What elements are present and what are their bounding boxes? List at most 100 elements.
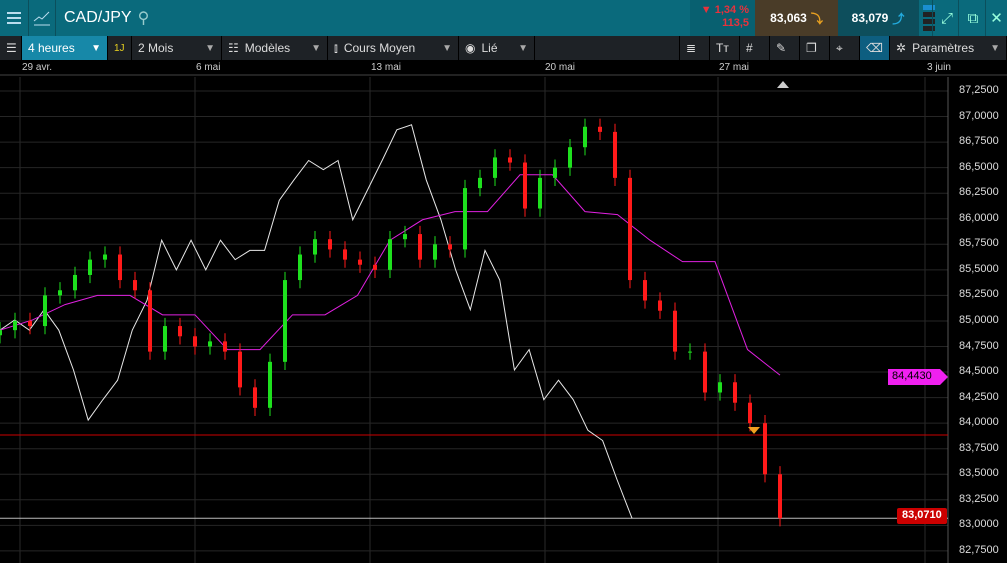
candle-body bbox=[493, 157, 497, 178]
candle-body bbox=[208, 341, 212, 347]
candle-body bbox=[763, 423, 767, 475]
templates-select[interactable]: ☷ Modèles ▼ bbox=[222, 36, 328, 60]
scale-icon[interactable]: ≣ bbox=[680, 36, 710, 60]
price-axis-label: 83,5000 bbox=[959, 467, 999, 480]
price-axis-label: 83,0000 bbox=[959, 518, 999, 531]
candle-body bbox=[778, 474, 782, 519]
compare-series-line bbox=[0, 124, 633, 519]
gear-icon: ✲ bbox=[896, 41, 907, 55]
candle-body bbox=[163, 326, 167, 352]
candle-body bbox=[103, 254, 107, 260]
candle-body bbox=[658, 300, 662, 311]
layout-icon[interactable] bbox=[918, 0, 938, 36]
date-label: 13 mai bbox=[371, 62, 402, 73]
candle-body bbox=[673, 310, 677, 352]
candle-body bbox=[538, 177, 542, 209]
price-axis-label: 84,2500 bbox=[959, 390, 999, 403]
sliders-icon: ☷ bbox=[228, 41, 239, 55]
chart-toolbar: ☰ 4 heures ▼ 1J 2 Mois ▼ ☷ Modèles ▼ ⫾ Cours … bbox=[0, 36, 1007, 60]
quick-1j-button[interactable]: 1J bbox=[108, 36, 132, 60]
candle-body bbox=[373, 264, 377, 270]
range-select[interactable]: 2 Mois ▼ bbox=[132, 36, 222, 60]
candle-body bbox=[448, 244, 452, 250]
candle-body bbox=[13, 320, 17, 331]
eye-icon: ◉ bbox=[465, 41, 476, 55]
date-label: 20 mai bbox=[545, 62, 576, 73]
candle-body bbox=[418, 234, 422, 260]
candle-body bbox=[238, 351, 242, 388]
candle-body bbox=[28, 320, 32, 327]
price-axis-label: 87,0000 bbox=[959, 109, 999, 122]
candle-body bbox=[403, 234, 407, 240]
candle-body bbox=[733, 382, 737, 403]
last-price-badge: 83,0710 bbox=[897, 508, 947, 524]
candle-body bbox=[133, 280, 137, 291]
candles-icon: ⫾ bbox=[334, 40, 338, 55]
candle-body bbox=[178, 326, 182, 337]
search-icon[interactable]: ⚲ bbox=[137, 10, 150, 27]
crosshair-icon[interactable]: ⌖ bbox=[830, 36, 860, 60]
grid-icon[interactable]: # bbox=[740, 36, 770, 60]
price-axis-label: 85,5000 bbox=[959, 262, 999, 275]
candle-body bbox=[703, 351, 707, 393]
candle-body bbox=[328, 239, 332, 250]
down-triangle-icon: ▼ bbox=[700, 4, 715, 16]
candle-body bbox=[253, 387, 257, 408]
candle-body bbox=[223, 341, 227, 352]
candle-body bbox=[298, 254, 302, 281]
linked-select[interactable]: ◉ Lié ▼ bbox=[459, 36, 535, 60]
change-points: 113,5 bbox=[722, 17, 749, 29]
candle-body bbox=[148, 290, 152, 352]
interval-select[interactable]: 4 heures ▼ bbox=[22, 36, 108, 60]
date-label: 27 mai bbox=[719, 62, 750, 73]
date-label: 29 avr. bbox=[22, 62, 53, 73]
price-axis-label: 85,0000 bbox=[959, 313, 999, 326]
arrow-down-icon: ⤵ bbox=[810, 11, 823, 26]
price-axis-label: 84,5000 bbox=[959, 365, 999, 378]
candle-body bbox=[748, 402, 752, 424]
indicator-select[interactable]: ⫾ Cours Moyen ▼ bbox=[328, 36, 459, 60]
candle-body bbox=[343, 249, 347, 260]
candle-body bbox=[583, 126, 587, 148]
draw-icon[interactable]: ✎ bbox=[770, 36, 800, 60]
list-icon[interactable]: ☰ bbox=[0, 36, 22, 60]
price-axis-label: 87,2500 bbox=[959, 84, 999, 96]
candle-body bbox=[313, 239, 317, 255]
price-axis-label: 83,7500 bbox=[959, 441, 999, 454]
candle-body bbox=[598, 126, 602, 132]
change-pct: ▼ 1,34 % bbox=[700, 4, 749, 16]
candle-body bbox=[88, 259, 92, 275]
close-icon[interactable]: ✕ bbox=[985, 0, 1007, 36]
ask-price-button[interactable]: 83,079 ⤴ bbox=[838, 0, 918, 36]
candle-body bbox=[568, 147, 572, 168]
scroll-handle-icon bbox=[777, 81, 789, 88]
change-display: ▼ 1,34 % 113,5 bbox=[690, 0, 755, 36]
candle-body bbox=[463, 188, 467, 250]
bid-price-button[interactable]: 83,063 ⤵ bbox=[755, 0, 838, 36]
popout-icon[interactable]: ⧉ bbox=[958, 0, 987, 36]
candle-body bbox=[718, 382, 722, 393]
price-axis-label: 86,0000 bbox=[959, 211, 999, 224]
symbol-title[interactable]: CAD/JPY bbox=[64, 9, 132, 26]
candle-body bbox=[268, 361, 272, 408]
price-axis-label: 86,5000 bbox=[959, 160, 999, 173]
price-axis-label: 82,7500 bbox=[959, 543, 999, 556]
price-axis-label: 85,7500 bbox=[959, 237, 999, 250]
label-icon[interactable]: ⌫ bbox=[860, 36, 890, 60]
candle-body bbox=[58, 290, 62, 296]
candle-body bbox=[118, 254, 122, 281]
menu-icon[interactable] bbox=[0, 0, 29, 36]
candle-body bbox=[73, 274, 77, 291]
candle-body bbox=[433, 244, 437, 260]
price-axis-label: 84,0000 bbox=[959, 416, 999, 429]
text-size-icon[interactable]: Tт bbox=[710, 36, 740, 60]
maximize-icon[interactable]: ⤢ bbox=[932, 0, 961, 36]
date-axis: 29 avr. 6 mai 13 mai 20 mai 27 mai 3 jui… bbox=[0, 60, 1007, 76]
price-axis-label: 86,7500 bbox=[959, 135, 999, 148]
chart-type-icon[interactable] bbox=[29, 0, 56, 36]
date-label: 3 juin bbox=[927, 62, 951, 73]
candle-body bbox=[388, 239, 392, 270]
average-value-badge: 84,4430 bbox=[888, 369, 948, 385]
layers-icon[interactable]: ❐ bbox=[800, 36, 830, 60]
